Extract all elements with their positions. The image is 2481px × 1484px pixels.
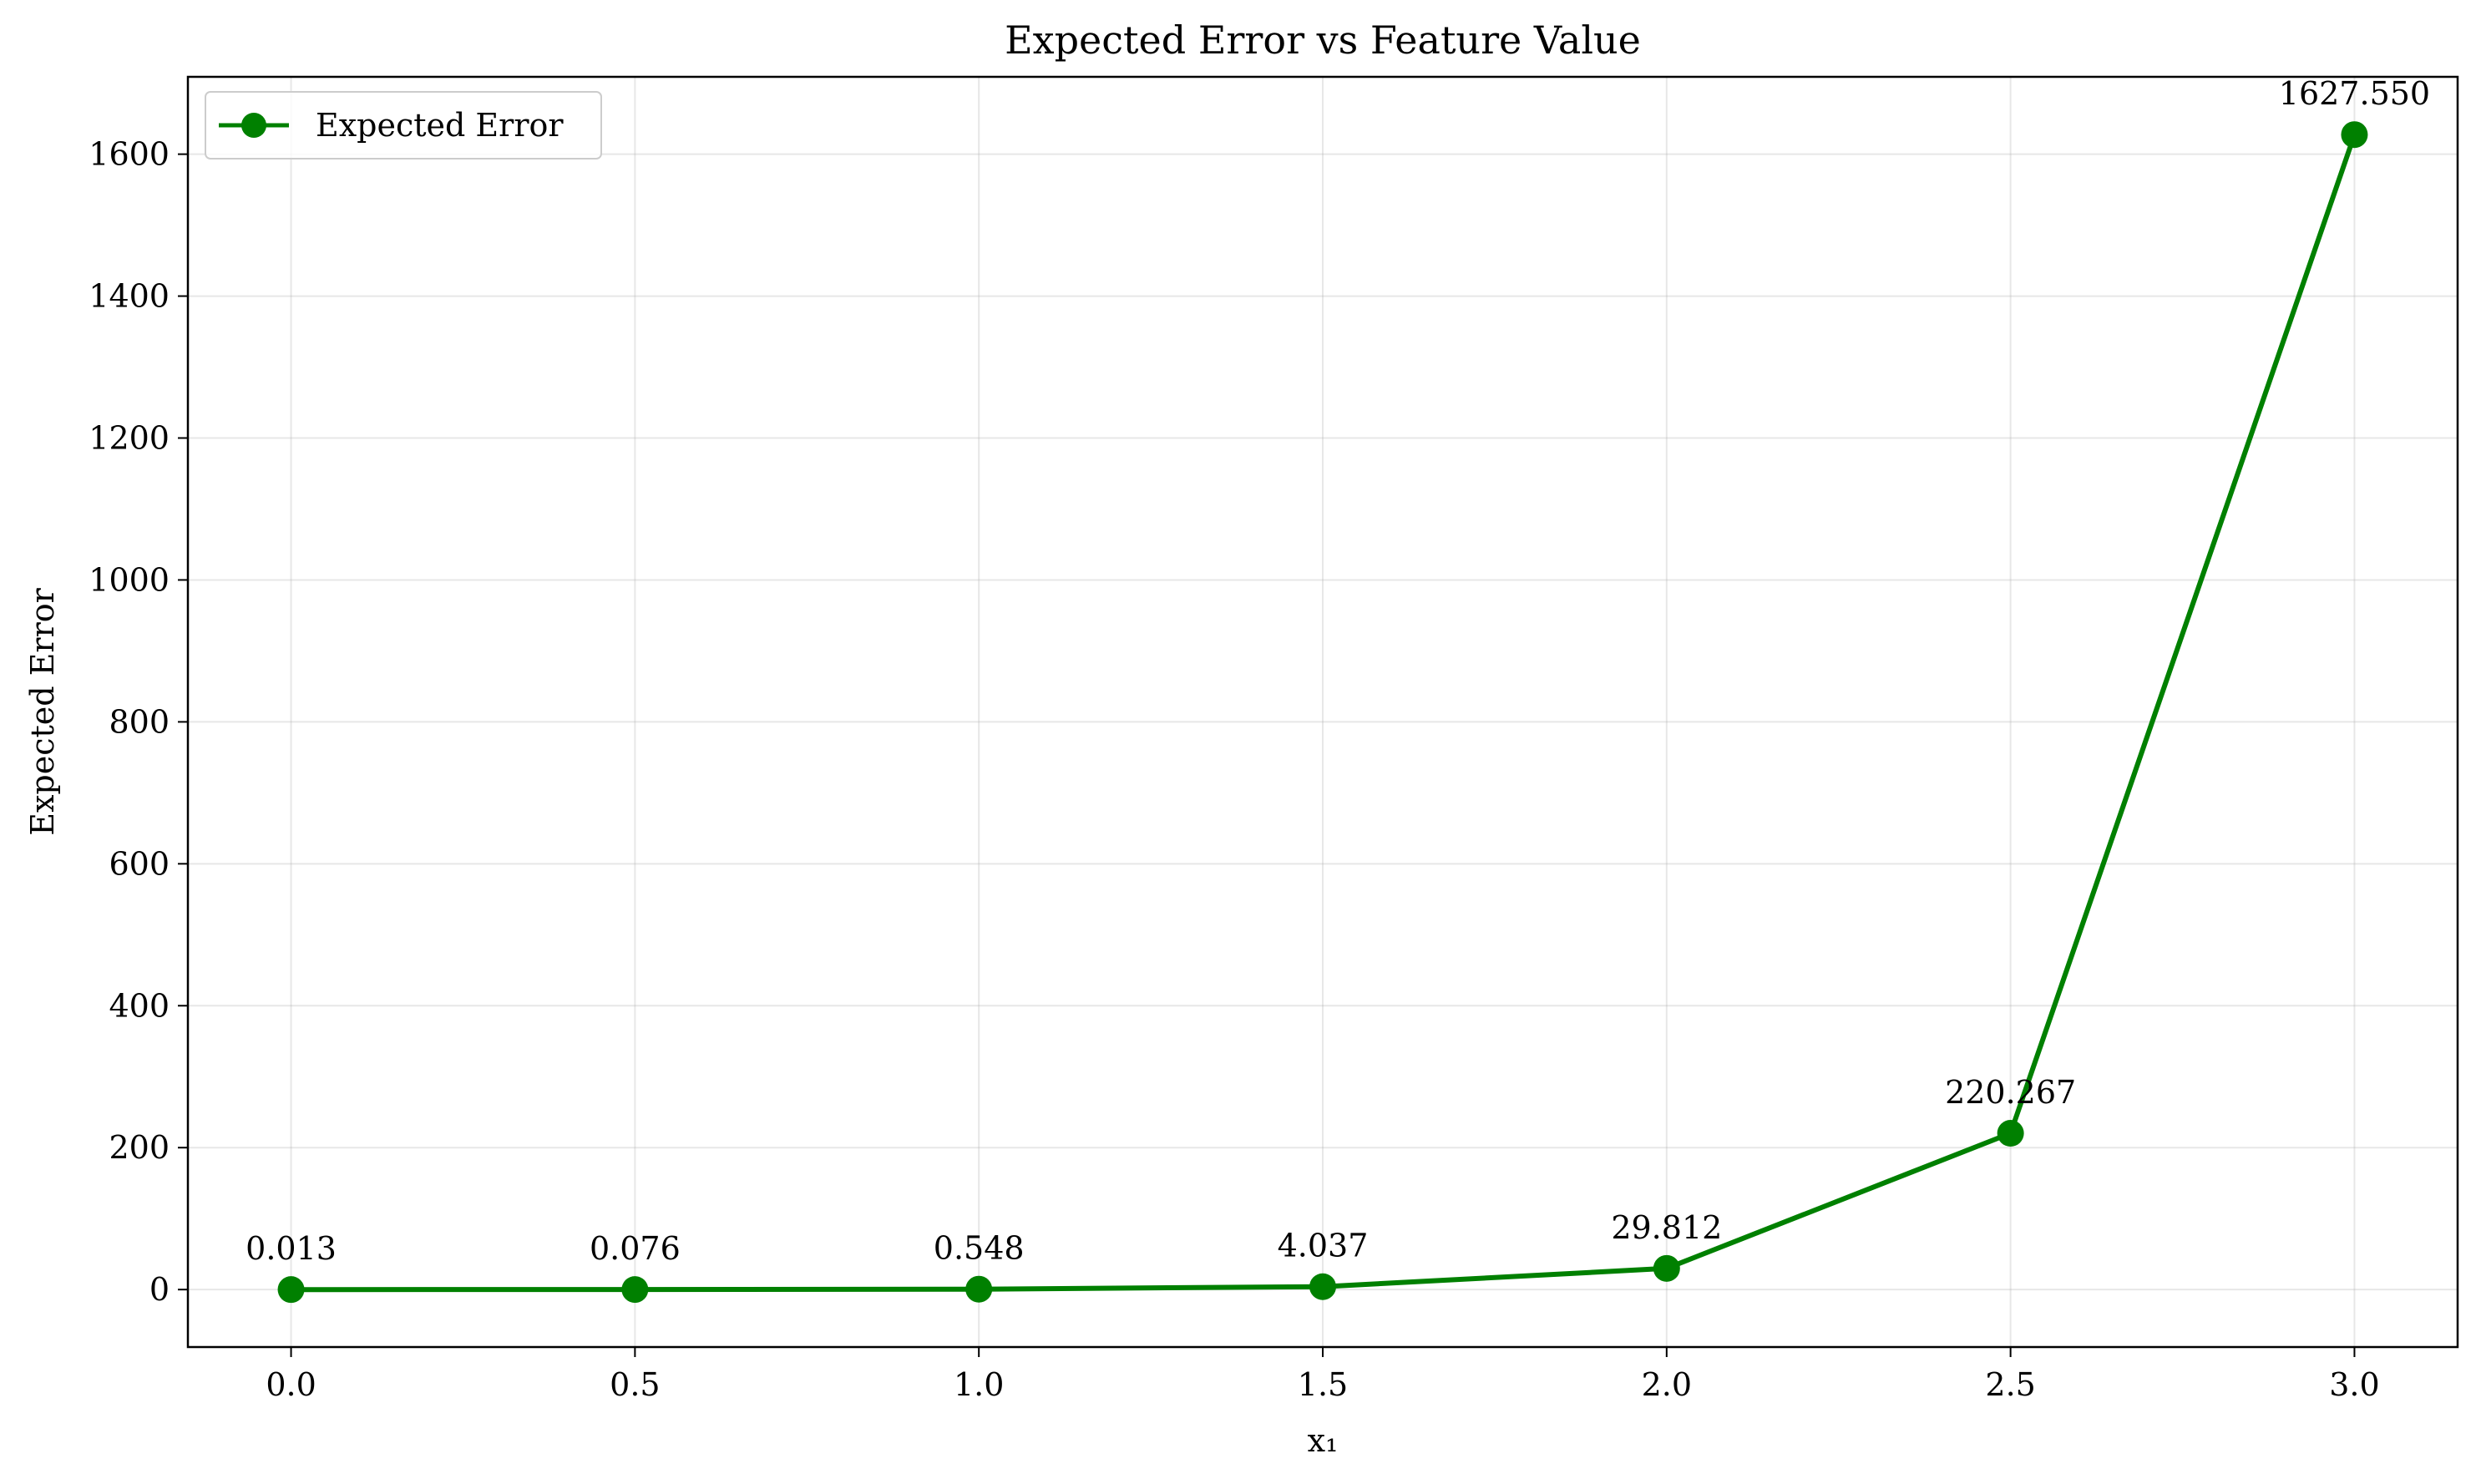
y-tick-label: 1000 [89, 561, 170, 598]
x-tick-label: 0.0 [266, 1366, 316, 1403]
data-point [1997, 1120, 2024, 1147]
x-tick-label: 2.0 [1642, 1366, 1692, 1403]
x-axis-ticks: 0.0 0.5 1.0 1.5 2.0 2.5 3.0 [266, 1347, 2380, 1403]
data-point [277, 1276, 305, 1304]
y-tick-label: 800 [109, 703, 170, 740]
legend-box [205, 91, 602, 160]
y-tick-label: 0 [149, 1271, 170, 1308]
data-value-label: 0.013 [246, 1230, 337, 1267]
data-point [2341, 121, 2368, 149]
legend: Expected Error [205, 91, 602, 160]
data-value-label: 220.267 [1945, 1074, 2076, 1111]
legend-marker-swatch [241, 113, 266, 138]
y-axis-ticks: 0 200 400 600 800 1000 1200 1400 1600 [89, 136, 188, 1308]
grid [188, 77, 2458, 1347]
data-value-label: 4.037 [1278, 1228, 1369, 1264]
data-value-label: 1627.550 [2279, 75, 2430, 112]
x-axis-label: x₁ [1308, 1422, 1339, 1459]
y-tick-label: 600 [109, 845, 170, 882]
data-label-layer: 0.013 0.076 0.548 4.037 29.812 220.267 1627.55… [246, 75, 2430, 1267]
chart-title: Expected Error vs Feature Value [1005, 18, 1641, 63]
y-tick-label: 1400 [89, 278, 170, 315]
data-value-label: 0.548 [934, 1230, 1025, 1267]
x-tick-label: 1.0 [954, 1366, 1004, 1403]
data-value-label: 29.812 [1611, 1209, 1722, 1246]
y-tick-label: 400 [109, 987, 170, 1024]
y-tick-label: 1200 [89, 420, 170, 457]
x-tick-label: 3.0 [2329, 1366, 2379, 1403]
x-tick-label: 2.5 [1985, 1366, 2035, 1403]
data-point [1653, 1254, 1680, 1282]
y-tick-label: 1600 [89, 136, 170, 173]
data-point [965, 1275, 993, 1303]
legend-entry-label: Expected Error [316, 107, 564, 144]
y-tick-label: 200 [109, 1129, 170, 1166]
series-marker-layer [277, 121, 2368, 1304]
y-axis-label: Expected Error [24, 587, 61, 835]
data-value-label: 0.076 [590, 1230, 681, 1267]
data-point [621, 1276, 649, 1304]
x-tick-label: 1.5 [1298, 1366, 1348, 1403]
x-tick-label: 0.5 [610, 1366, 660, 1403]
data-point [1309, 1273, 1336, 1300]
